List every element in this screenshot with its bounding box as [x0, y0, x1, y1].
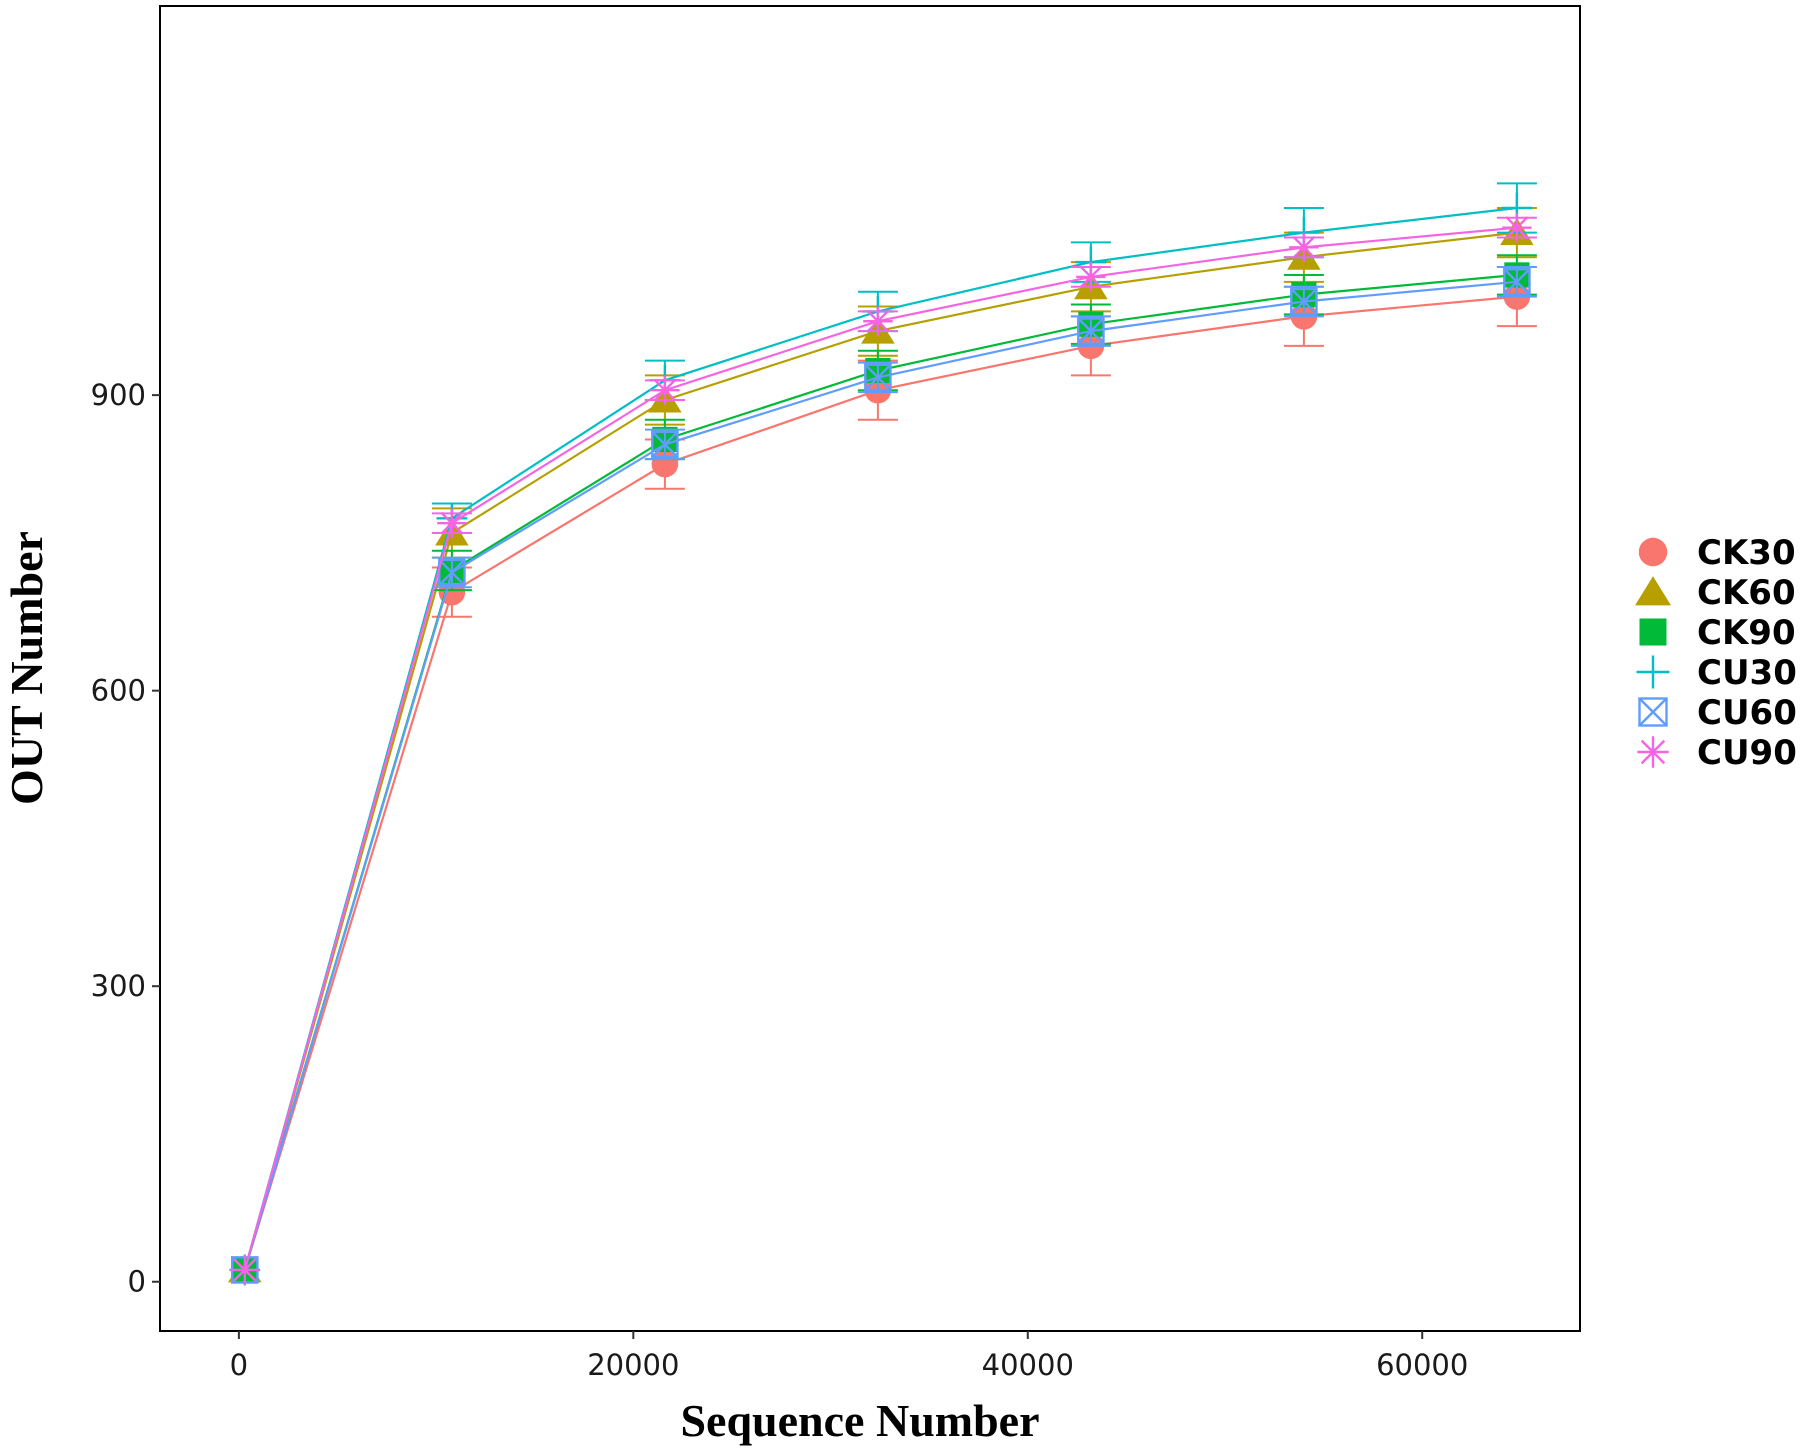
axis-layer: 0 20000 40000 60000 0 300 600 900 [91, 378, 1469, 1382]
legend-key [1638, 697, 1668, 727]
legend-key [1635, 576, 1671, 606]
series-cu90 [230, 212, 1537, 1285]
y-tick-label: 600 [91, 674, 146, 708]
legend-item-cu90: CU90 [1637, 733, 1797, 773]
data-point [1077, 317, 1105, 345]
legend-item-ck90: CK90 [1639, 613, 1796, 653]
series-cu60 [231, 266, 1537, 1284]
legend-item-cu60: CU60 [1638, 693, 1797, 733]
data-point [1290, 287, 1318, 316]
legend-label: CU60 [1697, 693, 1797, 733]
x-tick-label: 0 [230, 1348, 248, 1382]
data-point [1289, 232, 1319, 263]
x-axis-title: Sequence Number [680, 1395, 1039, 1446]
x-tick-label: 20000 [587, 1348, 679, 1382]
data-point [1503, 268, 1531, 296]
legend-item-cu30: CU30 [1636, 653, 1797, 693]
legend-label: CK30 [1697, 533, 1796, 573]
legend-label: CU90 [1697, 733, 1797, 773]
data-point [437, 508, 467, 538]
legend-key [1638, 537, 1668, 567]
legend-label: CU30 [1697, 653, 1797, 693]
legend-item-ck30: CK30 [1638, 533, 1796, 573]
data-point [651, 430, 679, 459]
legend-label: CK60 [1697, 573, 1796, 613]
legend-item-ck60: CK60 [1635, 573, 1796, 613]
x-tick-label: 60000 [1376, 1348, 1468, 1382]
data-point [864, 363, 892, 392]
plot-layer [228, 182, 1537, 1286]
y-tick-label: 900 [91, 378, 146, 412]
data-point [650, 375, 680, 405]
legend-key [1637, 736, 1669, 768]
data-point [863, 306, 893, 336]
data-point [1076, 262, 1106, 292]
legend-key [1636, 655, 1670, 689]
plot-panel [159, 5, 1581, 1332]
legend-label: CK90 [1697, 613, 1796, 653]
y-axis-title: OUT Number [1, 531, 52, 805]
y-tick-label: 300 [91, 969, 146, 1003]
x-tick-label: 40000 [982, 1348, 1074, 1382]
data-point [1502, 212, 1532, 243]
data-point [230, 1255, 260, 1285]
y-tick-label: 0 [128, 1265, 146, 1299]
legend-key [1639, 618, 1667, 646]
